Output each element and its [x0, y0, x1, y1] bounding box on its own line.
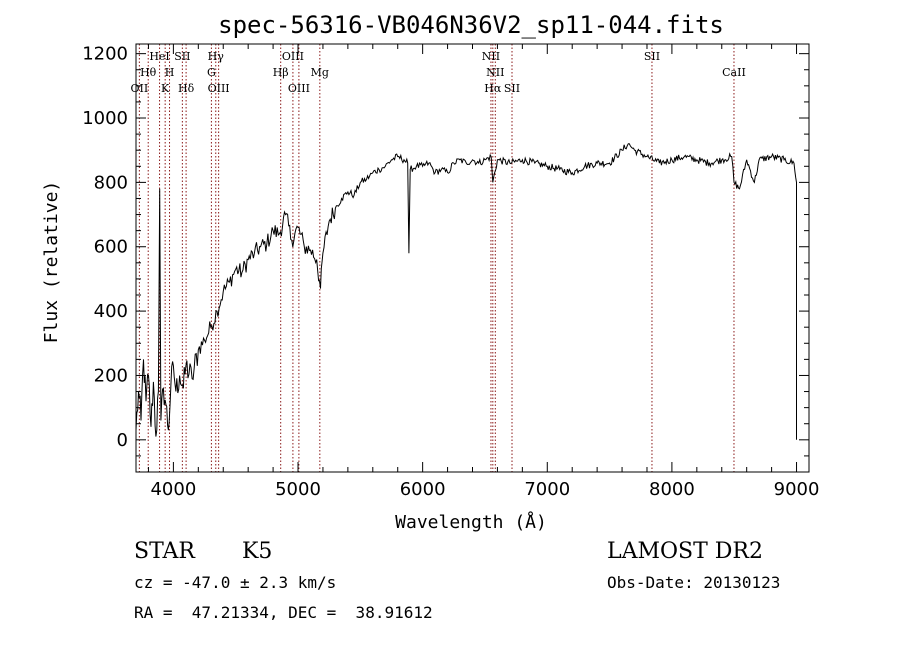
x-tick-label: 9000 — [774, 479, 820, 500]
x-tick-label: 5000 — [275, 479, 321, 500]
line-label-7: G — [207, 66, 216, 79]
y-tick-label: 0 — [117, 430, 128, 451]
line-label-19: CaII — [722, 66, 746, 79]
y-tick-label: 400 — [94, 301, 128, 322]
object-class: STAR — [134, 539, 195, 564]
x-axis-label: Wavelength (Å) — [395, 511, 547, 533]
series-line-0 — [135, 143, 797, 440]
line-label-15: Hα — [484, 82, 502, 95]
spectrum-series — [135, 143, 797, 440]
x-tick-label: 7000 — [524, 479, 570, 500]
x-tick-label: 4000 — [150, 479, 196, 500]
observation-date: Obs-Date: 20130123 — [607, 573, 781, 592]
sky-coordinates: RA = 47.21334, DEC = 38.91612 — [134, 603, 433, 622]
redshift-cz: cz = -47.0 ± 2.3 km/s — [134, 573, 337, 592]
line-label-16: NII — [486, 66, 504, 79]
line-label-8: Hγ — [208, 50, 225, 63]
line-label-9: OIII — [208, 82, 230, 95]
line-label-5: SII — [174, 50, 190, 63]
line-label-0: OII — [131, 82, 149, 95]
y-tick-label: 800 — [94, 172, 128, 193]
y-tick-label: 1000 — [82, 108, 128, 129]
line-label-3: K — [161, 82, 170, 95]
line-label-12: OIII — [288, 82, 310, 95]
spectral-subclass: K5 — [242, 539, 273, 564]
y-tick-label: 600 — [94, 237, 128, 258]
spectral-line-labels: OIIHθHeIKHSIIHδGHγOIIIHβOIIIOIIIMgNIIHαN… — [131, 50, 746, 95]
line-label-11: OIII — [282, 50, 304, 63]
spectral-line-markers — [138, 44, 735, 472]
line-label-6: Hδ — [178, 82, 195, 95]
line-label-2: HeI — [149, 50, 169, 63]
line-label-1: Hθ — [140, 66, 157, 79]
tick-labels: 4000 5000 6000 7000 8000 9000 0 200 400 600 800 100… — [82, 44, 819, 500]
x-tick-label: 6000 — [400, 479, 446, 500]
line-label-14: NII — [482, 50, 500, 63]
axes — [135, 43, 810, 473]
y-tick-label: 1200 — [82, 44, 128, 65]
line-label-17: SII — [504, 82, 520, 95]
y-tick-label: 200 — [94, 365, 128, 386]
line-label-4: H — [165, 66, 175, 79]
survey-name: LAMOST DR2 — [607, 539, 763, 564]
line-label-10: Hβ — [273, 66, 289, 79]
y-axis-label: Flux (relative) — [41, 181, 62, 344]
chart-title: spec-56316-VB046N36V2_sp11-044.fits — [218, 11, 724, 39]
line-label-18: SII — [644, 50, 660, 63]
line-label-13: Mg — [311, 66, 329, 79]
plot-frame — [135, 43, 810, 473]
x-tick-label: 8000 — [649, 479, 695, 500]
